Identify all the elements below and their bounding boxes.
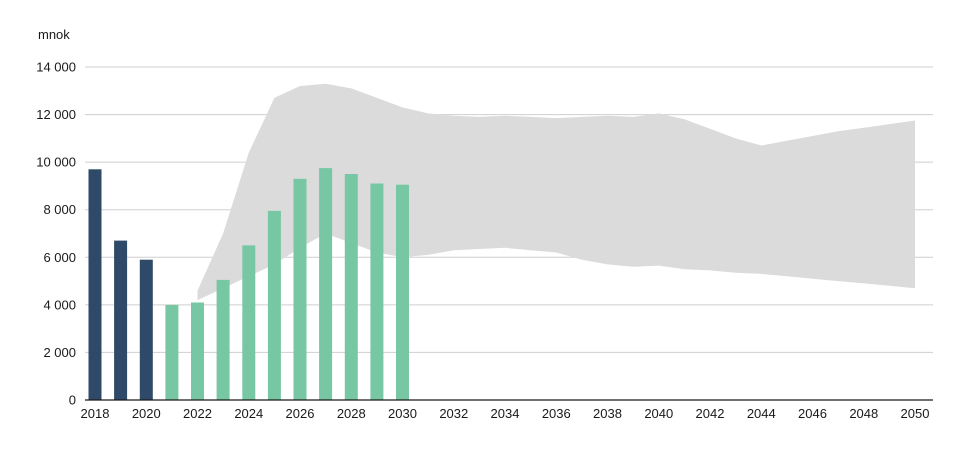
- bar-2018: [88, 169, 102, 400]
- x-tick-label: 2040: [644, 406, 673, 421]
- y-tick-label: 4 000: [43, 297, 76, 312]
- y-tick-label: 10 000: [36, 155, 76, 170]
- bar-2023: [216, 279, 230, 400]
- x-tick-label: 2020: [132, 406, 161, 421]
- bar-2029: [370, 183, 384, 400]
- x-tick-label: 2024: [234, 406, 263, 421]
- x-tick-label: 2046: [798, 406, 827, 421]
- bar-2025: [267, 210, 281, 400]
- x-tick-label: 2034: [491, 406, 520, 421]
- y-tick-label: 6 000: [43, 250, 76, 265]
- y-axis-title: mnok: [38, 27, 70, 42]
- bar-2022: [191, 302, 204, 400]
- y-tick-label: 0: [69, 393, 76, 408]
- bar-2020: [139, 259, 153, 400]
- x-tick-label: 2038: [593, 406, 622, 421]
- x-tick-label: 2032: [439, 406, 468, 421]
- x-tick-label: 2028: [337, 406, 366, 421]
- bar-2028: [344, 174, 358, 400]
- x-tick-label: 2036: [542, 406, 571, 421]
- x-tick-label: 2042: [696, 406, 725, 421]
- x-tick-label: 2044: [747, 406, 776, 421]
- y-tick-label: 2 000: [43, 345, 76, 360]
- y-tick-label: 12 000: [36, 107, 76, 122]
- x-tick-label: 2022: [183, 406, 212, 421]
- x-tick-label: 2018: [81, 406, 110, 421]
- y-tick-label: 8 000: [43, 202, 76, 217]
- y-tick-label: 14 000: [36, 60, 76, 75]
- bar-2021: [165, 304, 179, 400]
- x-tick-label: 2026: [286, 406, 315, 421]
- x-tick-label: 2030: [388, 406, 417, 421]
- bar-2026: [293, 178, 307, 400]
- bar-2030: [396, 184, 409, 400]
- x-tick-label: 2050: [901, 406, 930, 421]
- bar-2024: [242, 245, 256, 400]
- bar-2019: [114, 240, 128, 400]
- x-tick-label: 2048: [849, 406, 878, 421]
- bar-2027: [319, 168, 333, 400]
